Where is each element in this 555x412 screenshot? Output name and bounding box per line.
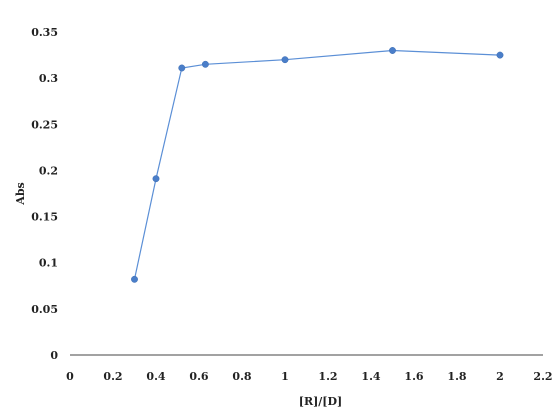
x-tick-label: 1.6 <box>404 370 423 383</box>
data-point <box>281 56 289 64</box>
x-tick-label: 0 <box>66 370 74 383</box>
x-tick-label: 2 <box>496 370 504 383</box>
y-axis-label: Abs <box>14 182 27 205</box>
y-tick-label: 0.3 <box>39 72 58 85</box>
x-tick-label: 0.8 <box>232 370 251 383</box>
x-tick-label: 1.4 <box>361 370 380 383</box>
x-tick-label: 0.4 <box>146 370 165 383</box>
x-tick-label: 1.2 <box>318 370 337 383</box>
y-tick-label: 0.35 <box>31 26 58 39</box>
y-tick-label: 0.15 <box>31 211 58 224</box>
y-axis-ticks: 0 0.05 0.1 0.15 0.2 0.25 0.3 0.35 <box>31 26 58 362</box>
x-tick-label: 2.2 <box>533 370 552 383</box>
data-point <box>152 175 160 183</box>
data-point <box>131 275 138 283</box>
x-axis-label: [R]/[D] <box>299 395 343 408</box>
y-tick-label: 0 <box>50 349 58 362</box>
x-tick-label: 0.6 <box>189 370 208 383</box>
x-tick-label: 1 <box>281 370 289 383</box>
y-tick-label: 0.2 <box>39 164 58 177</box>
data-point <box>201 60 209 68</box>
x-axis-ticks: 0 0.2 0.4 0.6 0.8 1 1.2 1.4 1.6 1.8 2 2.2 <box>66 370 552 383</box>
data-point <box>178 64 186 72</box>
series-line <box>133 49 501 280</box>
y-tick-label: 0.1 <box>39 257 58 270</box>
y-tick-label: 0.25 <box>31 118 58 131</box>
series <box>131 47 504 283</box>
data-point <box>389 47 396 54</box>
y-tick-label: 0.05 <box>31 303 58 316</box>
data-point <box>496 51 504 59</box>
x-tick-label: 1.8 <box>447 370 466 383</box>
x-tick-label: 0.2 <box>103 370 122 383</box>
